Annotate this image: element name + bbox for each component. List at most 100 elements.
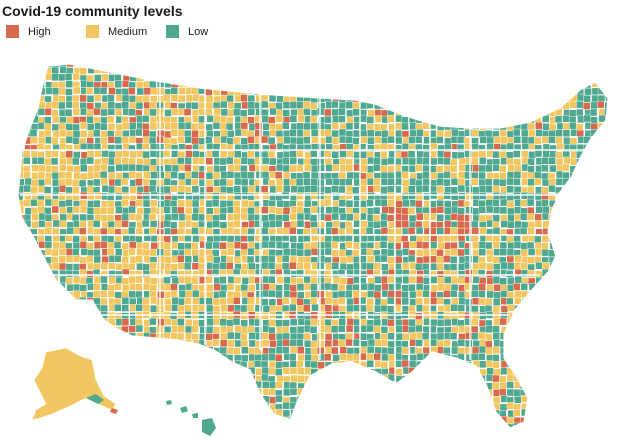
county-cell bbox=[542, 311, 550, 320]
county-cell bbox=[206, 81, 214, 89]
county-cell bbox=[73, 255, 81, 263]
county-cell bbox=[184, 424, 192, 428]
county-cell bbox=[135, 381, 144, 389]
county-cell bbox=[346, 347, 355, 355]
county-cell bbox=[521, 326, 530, 334]
county-cell bbox=[478, 74, 487, 82]
county-cell bbox=[283, 66, 291, 74]
county-cell bbox=[150, 431, 157, 438]
county-cell bbox=[428, 367, 437, 376]
county-cell bbox=[324, 282, 332, 291]
county-cell bbox=[86, 123, 95, 131]
county-cell bbox=[521, 150, 529, 159]
county-cell bbox=[569, 375, 577, 383]
county-cell bbox=[449, 115, 458, 123]
county-cell bbox=[583, 248, 592, 257]
county-cell bbox=[548, 354, 557, 362]
county-cell bbox=[583, 213, 592, 221]
county-cell bbox=[122, 122, 130, 130]
county-cell bbox=[143, 402, 151, 410]
county-cell bbox=[380, 171, 389, 180]
county-cell bbox=[491, 423, 500, 428]
county-cell bbox=[170, 185, 178, 193]
county-cell bbox=[288, 227, 297, 235]
county-cell bbox=[583, 297, 591, 305]
county-cell bbox=[297, 346, 305, 354]
county-cell bbox=[73, 283, 81, 292]
county-cell bbox=[583, 64, 591, 68]
county-cell bbox=[380, 151, 388, 159]
county-cell bbox=[247, 207, 255, 215]
county-cell bbox=[72, 312, 81, 321]
county-cell bbox=[205, 199, 214, 208]
county-cell bbox=[534, 298, 542, 306]
county-cell bbox=[387, 388, 396, 396]
county-cell bbox=[514, 312, 522, 321]
county-cell bbox=[261, 261, 269, 270]
county-cell bbox=[324, 325, 332, 333]
county-cell bbox=[247, 424, 255, 428]
county-cell bbox=[205, 333, 213, 341]
county-cell bbox=[589, 144, 598, 153]
county-cell bbox=[598, 408, 606, 417]
county-cell bbox=[500, 416, 508, 424]
county-cell bbox=[303, 282, 312, 291]
county-cell bbox=[254, 122, 263, 130]
county-cell bbox=[261, 100, 269, 109]
county-cell bbox=[395, 290, 403, 298]
county-cell bbox=[568, 423, 577, 428]
county-cell bbox=[520, 283, 528, 291]
county-cell bbox=[443, 255, 451, 263]
county-cell bbox=[415, 164, 423, 172]
county-cell bbox=[472, 437, 479, 443]
county-cell bbox=[171, 213, 179, 221]
county-cell bbox=[471, 116, 479, 124]
county-cell bbox=[99, 290, 108, 298]
county-cell bbox=[395, 80, 403, 88]
county-cell bbox=[136, 87, 144, 96]
county-cell bbox=[360, 282, 368, 291]
county-cell bbox=[401, 262, 410, 270]
county-cell bbox=[170, 382, 179, 390]
county-cell bbox=[407, 150, 416, 158]
county-cell bbox=[590, 340, 599, 348]
county-cell bbox=[444, 227, 452, 235]
county-cell bbox=[107, 226, 115, 235]
county-cell bbox=[128, 64, 137, 68]
county-cell bbox=[100, 298, 108, 306]
county-cell bbox=[184, 374, 192, 382]
county-cell bbox=[128, 375, 136, 383]
county-cell bbox=[401, 65, 409, 74]
county-cell bbox=[93, 171, 102, 179]
county-cell bbox=[142, 409, 150, 417]
county-cell bbox=[555, 234, 563, 242]
county-cell bbox=[451, 128, 459, 137]
county-cell bbox=[44, 241, 53, 249]
county-cell bbox=[93, 290, 101, 298]
county-cell bbox=[604, 171, 608, 179]
county-cell bbox=[170, 388, 178, 397]
county-cell bbox=[31, 213, 39, 221]
county-cell bbox=[233, 73, 241, 81]
county-cell bbox=[121, 213, 130, 222]
county-cell bbox=[527, 122, 536, 131]
county-cell bbox=[597, 367, 606, 376]
county-cell bbox=[387, 114, 395, 123]
county-cell bbox=[374, 74, 382, 82]
county-cell bbox=[37, 340, 45, 348]
county-cell bbox=[136, 64, 145, 67]
county-cell bbox=[9, 101, 16, 108]
county-cell bbox=[583, 339, 591, 348]
county-cell bbox=[58, 122, 66, 131]
county-cell bbox=[486, 262, 494, 271]
county-cell bbox=[164, 346, 173, 355]
county-cell bbox=[493, 396, 501, 405]
county-cell bbox=[18, 326, 25, 334]
county-cell bbox=[568, 109, 577, 117]
county-cell bbox=[296, 73, 304, 81]
county-cell bbox=[345, 241, 353, 249]
county-cell bbox=[346, 318, 355, 326]
county-cell bbox=[421, 80, 430, 88]
county-cell bbox=[275, 361, 283, 369]
county-cell bbox=[171, 324, 179, 333]
